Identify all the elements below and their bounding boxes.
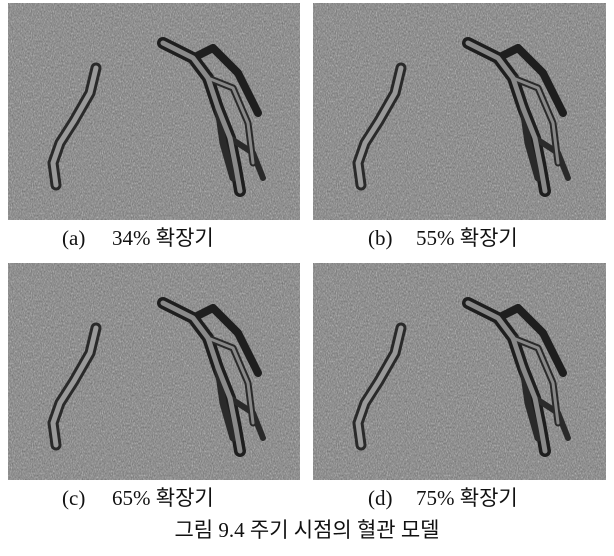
panel-caption: 34% 확장기 — [112, 226, 214, 250]
figure-caption: 그림 9.4 주기 시점의 혈관 모델 — [174, 518, 439, 542]
figure: (a) 34% 확장기 (b) 55% 확장기 (c) 65% 확장기 (d) … — [0, 0, 614, 551]
panel-image — [313, 3, 606, 220]
panel-label: (a) — [62, 226, 85, 250]
page: (a) 34% 확장기 (b) 55% 확장기 (c) 65% 확장기 (d) … — [0, 0, 614, 551]
panel-label: (d) — [368, 486, 393, 510]
panel-image — [313, 263, 606, 480]
panel-caption: 75% 확장기 — [416, 486, 518, 510]
panel-label: (c) — [62, 486, 85, 510]
panel-image — [8, 3, 300, 220]
panel-caption: 65% 확장기 — [112, 486, 214, 510]
panel-image — [8, 263, 300, 480]
panel-caption: 55% 확장기 — [416, 226, 518, 250]
panel-label: (b) — [368, 226, 393, 250]
